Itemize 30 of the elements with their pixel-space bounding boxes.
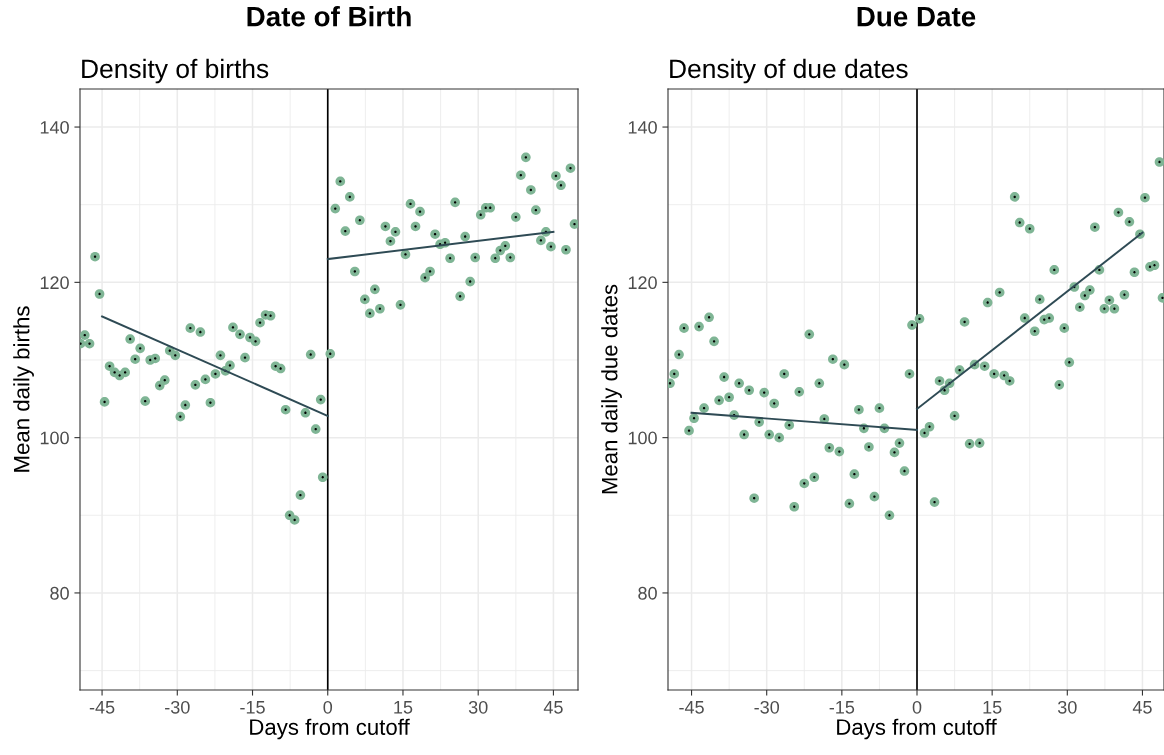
x-tick-label: -30 bbox=[165, 700, 190, 714]
x-axis-title: Days from cutoff bbox=[837, 718, 997, 740]
x-tick-label: 45 bbox=[1132, 701, 1152, 714]
chart-subtitle: Density of births bbox=[82, 58, 269, 84]
x-tick-label: 30 bbox=[1057, 700, 1077, 714]
x-tick-label: 15 bbox=[394, 701, 413, 714]
chart-title: Date of Birth bbox=[247, 6, 411, 27]
x-tick-label: -30 bbox=[754, 700, 780, 714]
x-tick-label: 15 bbox=[983, 701, 1002, 714]
y-tick-label: 80 bbox=[50, 586, 69, 600]
x-tick-label: -45 bbox=[679, 701, 704, 714]
x-tick-label: -45 bbox=[89, 701, 115, 714]
x-tick-label: 45 bbox=[543, 701, 563, 714]
x-tick-label: 30 bbox=[468, 700, 488, 714]
x-tick-label: -15 bbox=[240, 701, 265, 714]
y-axis-title: Mean daily due dates bbox=[601, 284, 622, 494]
y-tick-label: 100 bbox=[40, 431, 69, 445]
y-tick-label: 120 bbox=[40, 276, 69, 290]
y-tick-label: 100 bbox=[628, 431, 657, 445]
x-tick-label: 0 bbox=[323, 700, 333, 714]
chart-title: Due Date bbox=[857, 7, 976, 27]
y-tick-label: 80 bbox=[638, 586, 657, 600]
x-tick-label: -15 bbox=[829, 701, 855, 714]
x-tick-label: 0 bbox=[912, 700, 922, 714]
y-tick-label: 140 bbox=[628, 120, 657, 134]
y-tick-label: 140 bbox=[40, 120, 69, 134]
chart-subtitle: Density of due dates bbox=[670, 58, 908, 84]
y-axis-title: Mean daily births bbox=[13, 306, 34, 472]
x-axis-title: Days from cutoff bbox=[250, 718, 410, 740]
y-tick-label: 120 bbox=[628, 276, 657, 290]
